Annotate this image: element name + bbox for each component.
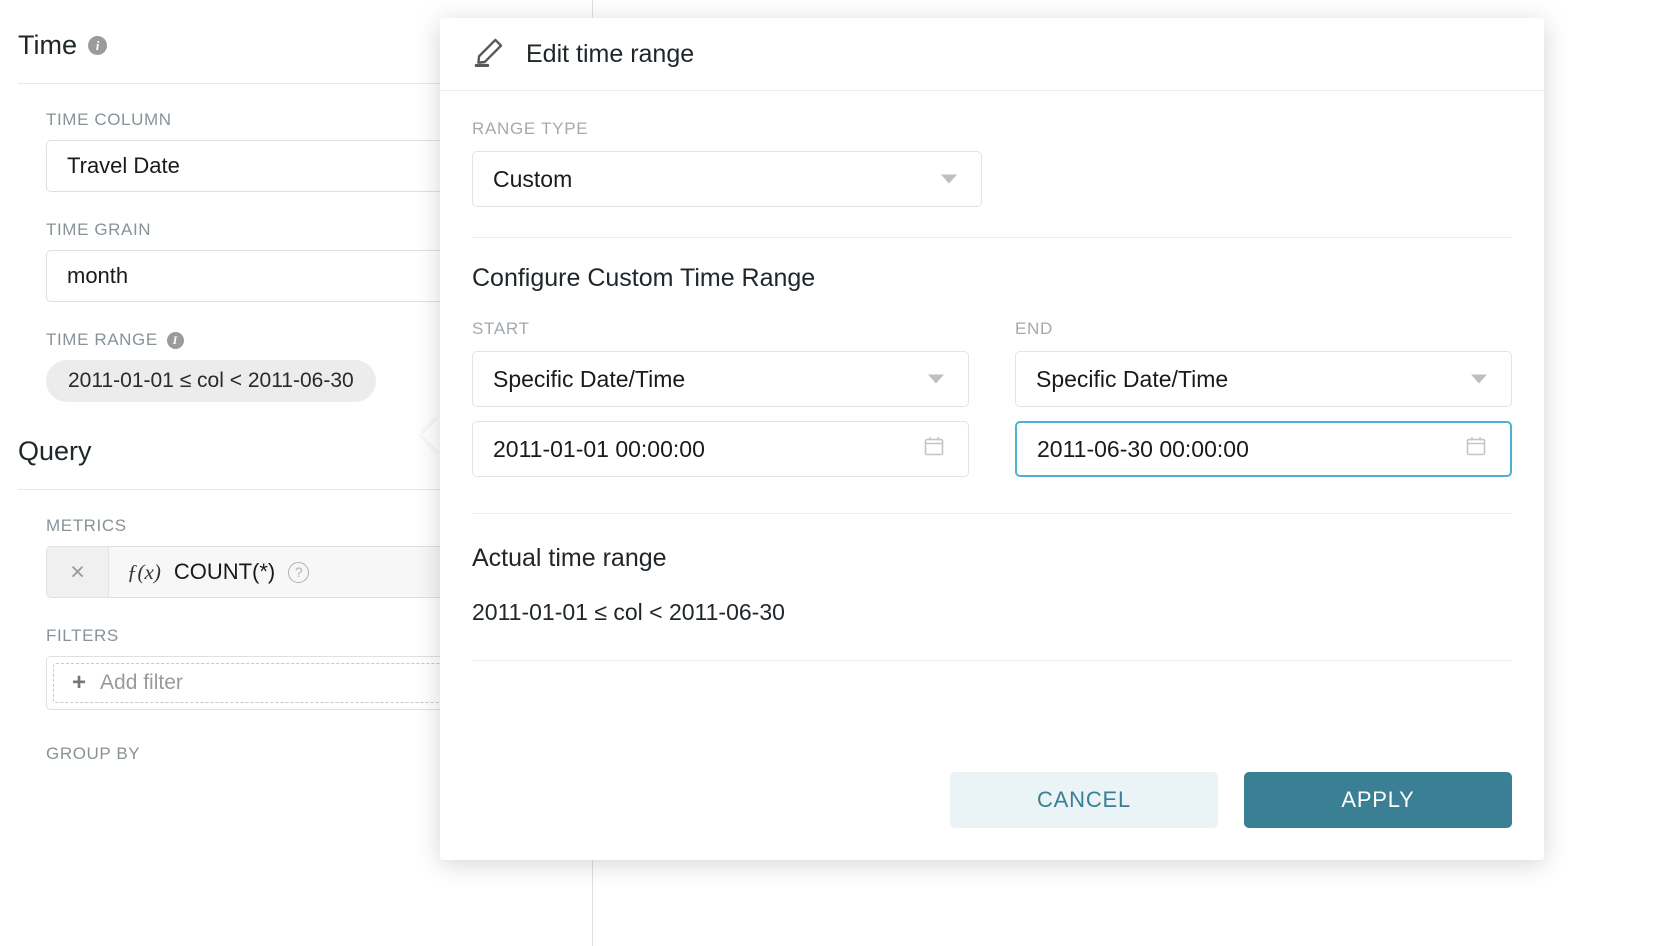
end-column: END Specific Date/Time 2011-06-30 00:00:… [1015,319,1512,477]
actual-divider [472,513,1512,514]
apply-button[interactable]: APPLY [1244,772,1512,828]
configure-heading: Configure Custom Time Range [472,264,816,292]
filters-label: FILTERS [46,626,119,645]
end-mode-value: Specific Date/Time [1036,365,1229,392]
modal-body: RANGE TYPE Custom Configure Custom Time … [440,91,1544,740]
time-range-pill[interactable]: 2011-01-01 ≤ col < 2011-06-30 [46,360,376,402]
time-section-rule [18,83,574,84]
calendar-icon[interactable] [922,434,946,464]
end-datetime-value: 2011-06-30 00:00:00 [1037,435,1249,462]
chevron-down-icon [941,174,957,184]
range-type-select[interactable]: Custom [472,151,982,207]
time-grain-value: month [67,263,129,288]
start-datetime-input[interactable]: 2011-01-01 00:00:00 [472,421,969,477]
group-by-label: GROUP BY [46,744,141,763]
metric-value: COUNT(*) [173,559,276,584]
metrics-label: METRICS [46,516,127,535]
chevron-down-icon [1471,374,1487,384]
start-end-grid: START Specific Date/Time 2011-01-01 00:0… [472,319,1512,477]
modal-header: Edit time range [440,18,1544,91]
modal-footer: CANCEL APPLY [440,740,1544,860]
function-icon: ƒ(x) [127,559,161,584]
range-type-value: Custom [493,165,573,192]
start-datetime-value: 2011-01-01 00:00:00 [493,435,705,462]
time-range-field: TIME RANGE i 2011-01-01 ≤ col < 2011-06-… [18,330,574,402]
actual-time-range-value: 2011-01-01 ≤ col < 2011-06-30 [472,599,785,625]
query-section-rule [18,489,574,490]
end-datetime-input[interactable]: 2011-06-30 00:00:00 [1015,421,1512,477]
info-icon[interactable]: i [166,331,184,349]
time-section-title: Time i [18,0,574,61]
info-icon[interactable]: i [88,36,107,55]
modal-title: Edit time range [526,39,695,68]
time-section-label: Time [18,30,77,60]
query-section-label: Query [18,436,92,466]
plus-icon: + [72,669,87,696]
time-range-label: TIME RANGE i [46,330,546,350]
time-range-value: 2011-01-01 ≤ col < 2011-06-30 [68,369,354,392]
actual-time-range-heading: Actual time range [472,544,667,572]
query-section-title: Query [18,402,574,467]
section-divider [472,237,1512,238]
end-label: END [1015,319,1053,338]
edit-time-range-modal: Edit time range RANGE TYPE Custom Config… [440,18,1544,860]
help-icon[interactable]: ? [288,561,310,583]
close-icon[interactable]: × [47,547,109,597]
time-range-label-text: TIME RANGE [46,330,158,349]
start-mode-select[interactable]: Specific Date/Time [472,351,969,407]
cancel-button[interactable]: CANCEL [950,772,1218,828]
add-filter-button[interactable]: + Add filter [53,663,539,703]
add-filter-label: Add filter [100,671,183,694]
group-by-field: GROUP BY [18,744,574,764]
time-column-label: TIME COLUMN [46,110,172,129]
time-column-value: Travel Date [67,153,180,178]
start-column: START Specific Date/Time 2011-01-01 00:0… [472,319,969,477]
start-label: START [472,319,530,338]
range-type-label: RANGE TYPE [472,119,589,138]
start-mode-value: Specific Date/Time [493,365,686,392]
calendar-icon[interactable] [1464,434,1488,464]
time-grain-label: TIME GRAIN [46,220,152,239]
edit-pencil-icon [472,35,506,74]
chevron-down-icon [928,374,944,384]
end-mode-select[interactable]: Specific Date/Time [1015,351,1512,407]
footer-rule [472,660,1512,661]
